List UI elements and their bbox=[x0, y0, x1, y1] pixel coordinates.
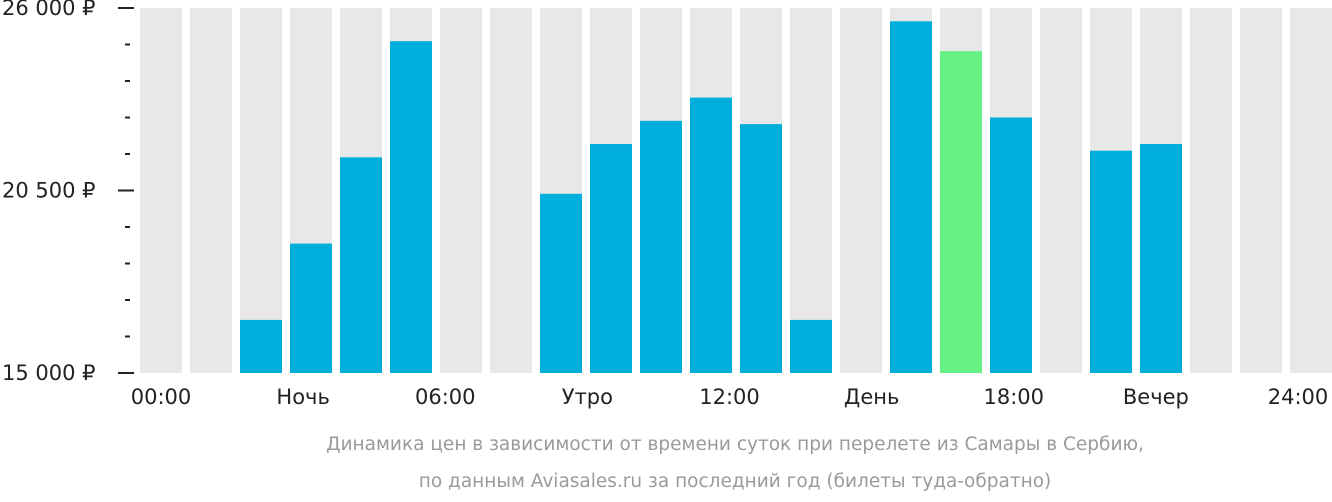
price-bars bbox=[240, 21, 1182, 374]
background-column bbox=[440, 8, 482, 373]
background-column bbox=[490, 8, 532, 373]
y-axis: 26 000 ₽ 20 500 ₽ 15 000 ₽ bbox=[2, 0, 134, 385]
background-column bbox=[1190, 8, 1232, 373]
background-column bbox=[1240, 8, 1282, 373]
price-bar bbox=[790, 319, 832, 373]
x-tick-label: 24:00 bbox=[1268, 385, 1329, 409]
price-bar bbox=[640, 120, 682, 374]
price-bar bbox=[690, 97, 732, 373]
price-bar bbox=[990, 117, 1032, 373]
x-tick-label: 12:00 bbox=[699, 385, 760, 409]
background-column bbox=[1290, 8, 1332, 373]
x-axis: 00:00 Ночь 06:00 Утро 12:00 День 18:00 Вечер 24:… bbox=[131, 385, 1329, 409]
x-tick-label: День bbox=[844, 385, 899, 409]
background-column bbox=[790, 8, 832, 373]
x-tick-label: Ночь bbox=[276, 385, 329, 409]
x-tick-label: 18:00 bbox=[983, 385, 1044, 409]
x-tick-label: 06:00 bbox=[415, 385, 476, 409]
x-tick-label: 00:00 bbox=[131, 385, 192, 409]
price-bar-cheapest bbox=[940, 51, 982, 374]
price-bar bbox=[890, 21, 932, 373]
background-column bbox=[240, 8, 282, 373]
price-bar bbox=[540, 193, 582, 373]
price-bar bbox=[590, 144, 632, 373]
y-tick-label: 20 500 ₽ bbox=[2, 179, 96, 203]
x-tick-label: Утро bbox=[562, 385, 613, 409]
caption-line-1: Динамика цен в зависимости от времени су… bbox=[326, 434, 1144, 455]
price-bar bbox=[290, 243, 332, 373]
price-bar bbox=[390, 41, 432, 373]
price-bar bbox=[1140, 144, 1182, 373]
background-column bbox=[840, 8, 882, 373]
background-column bbox=[140, 8, 182, 373]
y-tick-label: 26 000 ₽ bbox=[2, 0, 96, 20]
caption-line-2: по данным Aviasales.ru за последний год … bbox=[419, 471, 1052, 492]
price-bar bbox=[1090, 150, 1132, 373]
price-bar bbox=[340, 157, 382, 373]
background-column bbox=[190, 8, 232, 373]
price-bar bbox=[740, 124, 782, 374]
y-tick-label: 15 000 ₽ bbox=[2, 361, 96, 385]
price-bar bbox=[240, 319, 282, 373]
background-column bbox=[1040, 8, 1082, 373]
x-tick-label: Вечер bbox=[1123, 385, 1189, 409]
